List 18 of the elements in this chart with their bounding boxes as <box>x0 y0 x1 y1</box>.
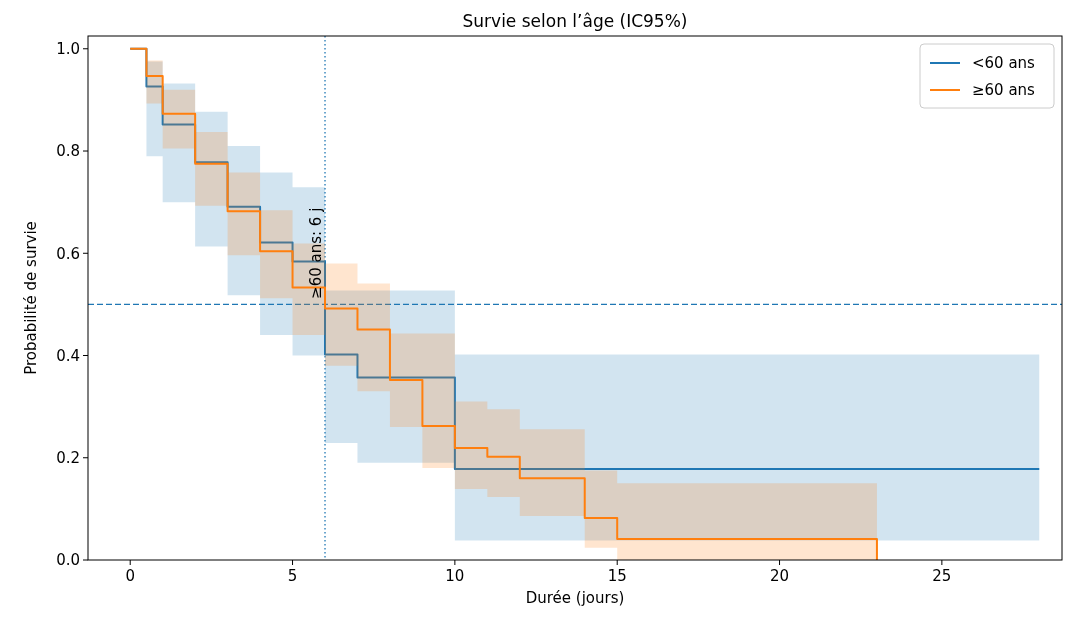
y-tick-label: 0.8 <box>56 142 80 161</box>
legend-label: <60 ans <box>972 54 1036 73</box>
y-tick-label: 0.0 <box>56 551 80 570</box>
y-axis-title: Probabilité de survie <box>22 221 40 375</box>
y-tick-label: 1.0 <box>56 40 80 59</box>
x-tick-label: 5 <box>287 567 298 585</box>
legend-label: ≥60 ans <box>972 81 1036 100</box>
y-tick-label: 0.4 <box>56 346 80 365</box>
x-tick-label: 0 <box>125 567 135 585</box>
annotation: ≥60 ans: 6 j <box>307 207 326 299</box>
x-tick-label: 15 <box>607 567 627 585</box>
y-tick-label: 0.2 <box>56 449 80 468</box>
x-tick-label: 10 <box>445 567 465 585</box>
x-tick-label: 20 <box>769 567 790 585</box>
x-axis-title: Durée (jours) <box>525 589 625 607</box>
y-tick-label: 0.6 <box>56 244 80 263</box>
x-tick-label: 25 <box>932 567 952 585</box>
chart-title: Survie selon l’âge (IC95%) <box>462 11 688 31</box>
